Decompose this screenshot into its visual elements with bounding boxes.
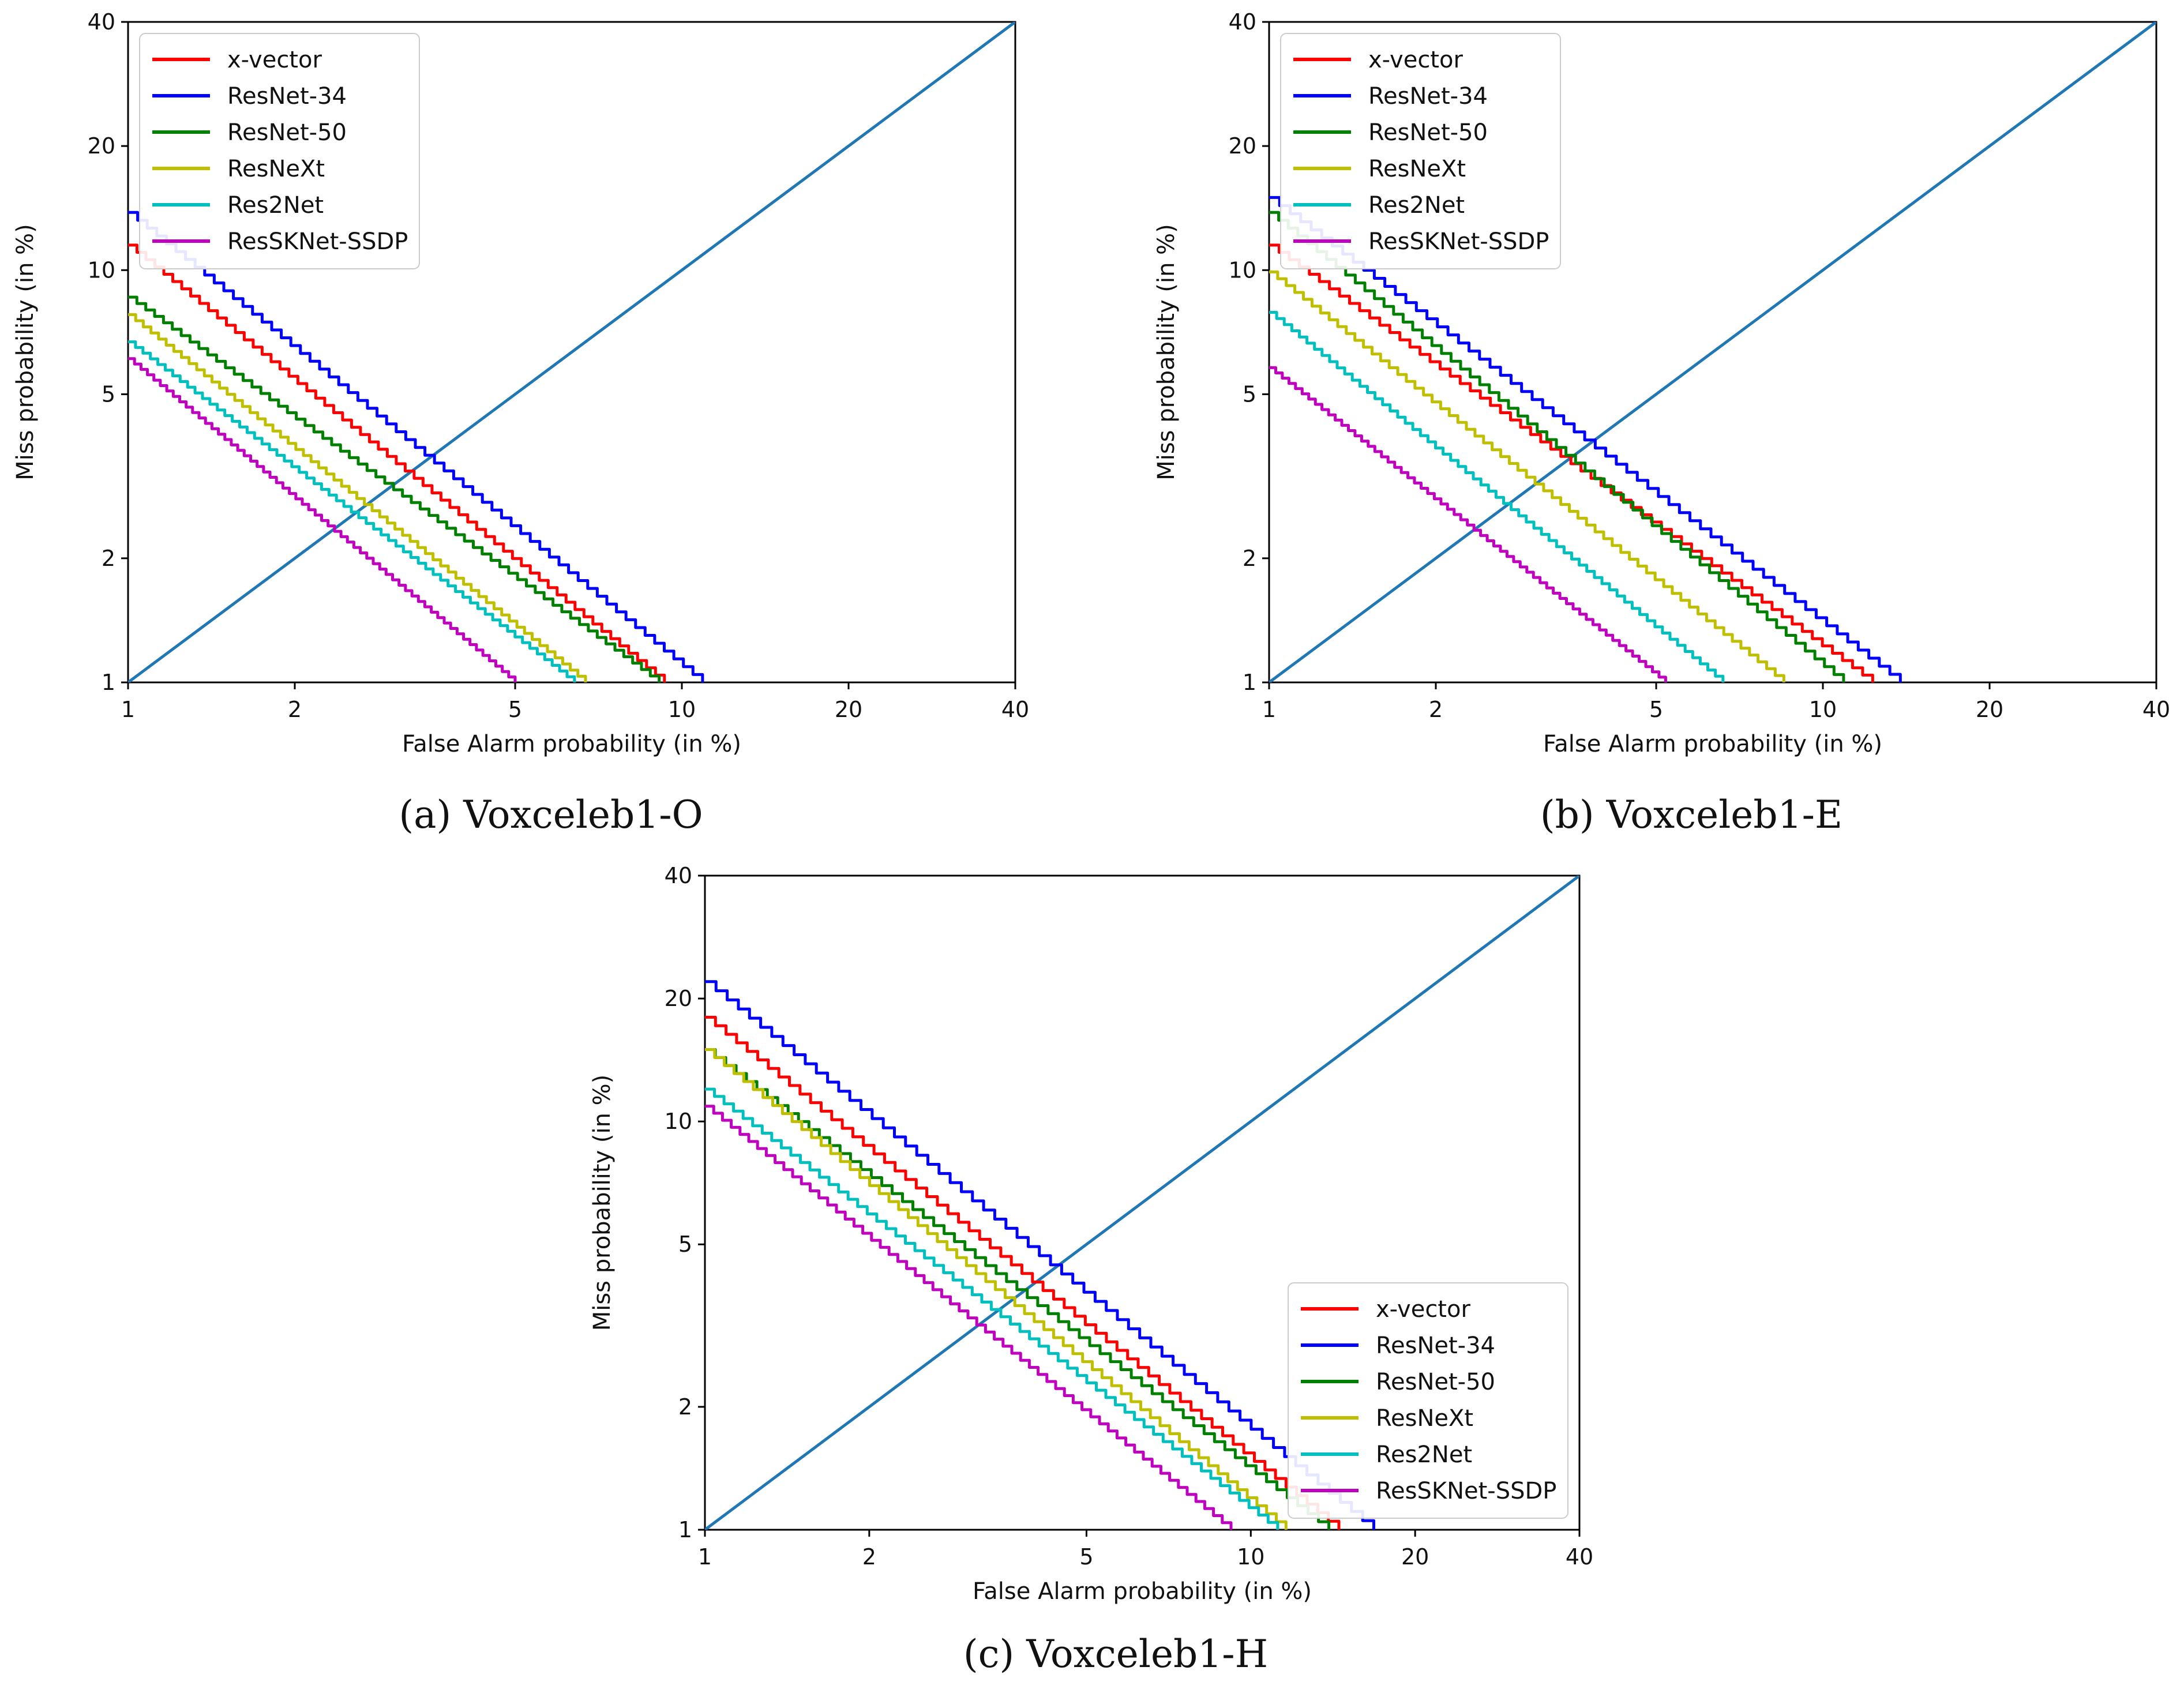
x-tick-label: 1 — [121, 697, 135, 722]
x-tick-label: 10 — [1809, 697, 1837, 722]
x-tick-label: 5 — [1649, 697, 1663, 722]
caption-c: (c) Voxceleb1-H — [963, 1632, 1268, 1676]
plot-frame — [127, 21, 1016, 684]
series-line-resnext — [705, 1048, 1288, 1530]
series-line-resnet-34 — [128, 211, 704, 682]
y-tick-label: 1 — [678, 1517, 692, 1542]
plot-area — [705, 876, 1579, 1530]
legend-box — [1288, 1282, 1568, 1519]
x-axis-label: False Alarm probability (in %) — [973, 1578, 1312, 1605]
y-tick-label: 20 — [1229, 133, 1256, 159]
legend: x-vector ResNet-34 ResNet-50 ResNeXt Res2Net… — [139, 33, 420, 269]
y-tick-label: 2 — [678, 1394, 692, 1420]
legend-label-res2net: Res2Net — [1376, 1442, 1472, 1468]
x-tick-label: 1 — [1262, 697, 1276, 722]
series-line-resnet-50 — [1269, 211, 1845, 682]
series-line-res2net — [705, 1087, 1279, 1530]
y-tick-label: 20 — [665, 986, 692, 1011]
series-line-x-vector — [1269, 243, 1874, 682]
legend-label-resnext: ResNeXt — [1368, 156, 1466, 182]
legend-label-resnet-50: ResNet-50 — [1368, 119, 1488, 146]
series-line-ressknet-ssdp — [705, 1105, 1233, 1530]
x-tick-label: 20 — [1976, 697, 2003, 722]
y-tick-label: 5 — [102, 381, 115, 407]
chart-panel-a: 1 2 5 10 20 40 1 2 5 10 20 40 False Alarm probabilit… — [12, 9, 1029, 757]
x-tick-label: 1 — [698, 1544, 712, 1570]
y-tick-label: 1 — [102, 670, 115, 695]
y-tick-label: 1 — [1243, 670, 1256, 695]
y-tick-label: 5 — [1243, 381, 1256, 407]
legend-label-x-vector: x-vector — [1368, 47, 1463, 73]
plot-frame — [1268, 21, 2157, 684]
y-tick-label: 2 — [102, 546, 115, 571]
x-tick-label: 2 — [288, 697, 302, 722]
y-tick-label: 40 — [665, 863, 692, 888]
eer-diagonal-line — [1269, 22, 2156, 682]
legend-label-ressknet-ssdp: ResSKNet-SSDP — [1368, 228, 1549, 255]
legend-label-ressknet-ssdp: ResSKNet-SSDP — [1376, 1478, 1556, 1504]
eer-diagonal-line — [128, 22, 1015, 682]
legend-label-resnext: ResNeXt — [227, 156, 325, 182]
y-tick-label: 10 — [665, 1109, 692, 1134]
x-tick-label: 40 — [1001, 697, 1029, 722]
y-tick-label: 2 — [1243, 546, 1256, 571]
eer-diagonal-line — [705, 876, 1579, 1530]
x-axis-label: False Alarm probability (in %) — [402, 731, 741, 757]
plot-area — [128, 22, 1015, 682]
x-tick-label: 2 — [1429, 697, 1443, 722]
legend-label-res2net: Res2Net — [1368, 192, 1465, 219]
x-tick-label: 20 — [1401, 1544, 1429, 1570]
legend-box — [1280, 33, 1561, 269]
x-tick-label: 40 — [1566, 1544, 1593, 1570]
series-line-res2net — [1269, 311, 1725, 682]
legend-box — [139, 33, 420, 269]
y-tick-label: 40 — [88, 9, 115, 35]
legend-label-resnet-34: ResNet-34 — [1368, 83, 1488, 110]
legend-label-resnet-34: ResNet-34 — [227, 83, 347, 110]
x-tick-label: 5 — [1079, 1544, 1093, 1570]
legend-label-resnet-50: ResNet-50 — [227, 119, 347, 146]
series-line-x-vector — [705, 1016, 1341, 1530]
series-line-ressknet-ssdp — [1269, 366, 1667, 682]
y-axis-label: Miss probability (in %) — [589, 1075, 616, 1331]
legend-label-x-vector: x-vector — [1376, 1296, 1470, 1323]
legend: x-vector ResNet-34 ResNet-50 ResNeXt Res2Net… — [1280, 33, 1561, 269]
x-tick-label: 40 — [2142, 697, 2170, 722]
y-tick-label: 10 — [1229, 257, 1256, 283]
plot-frame — [704, 874, 1581, 1531]
x-tick-label: 10 — [668, 697, 696, 722]
legend-label-x-vector: x-vector — [227, 47, 322, 73]
y-tick-label: 5 — [678, 1232, 692, 1257]
legend-label-ressknet-ssdp: ResSKNet-SSDP — [227, 228, 408, 255]
caption-b: (b) Voxceleb1-E — [1540, 793, 1842, 837]
series-line-resnet-50 — [128, 295, 661, 682]
caption-a: (a) Voxceleb1-O — [399, 793, 703, 837]
plot-area — [1269, 22, 2156, 682]
series-line-res2net — [128, 340, 576, 682]
y-tick-label: 20 — [88, 133, 115, 159]
y-axis-label: Miss probability (in %) — [12, 224, 39, 481]
series-line-x-vector — [128, 243, 666, 682]
series-line-ressknet-ssdp — [128, 357, 517, 682]
x-tick-label: 5 — [508, 697, 522, 722]
x-tick-label: 10 — [1237, 1544, 1264, 1570]
legend-label-res2net: Res2Net — [227, 192, 324, 219]
legend-label-resnet-50: ResNet-50 — [1376, 1369, 1495, 1395]
series-line-resnet-34 — [705, 980, 1375, 1530]
chart-panel-c: 1 2 5 10 20 40 1 2 5 10 20 40 False Alarm probabilit… — [589, 863, 1593, 1605]
x-tick-label: 2 — [862, 1544, 876, 1570]
chart-panel-b: 1 2 5 10 20 40 1 2 5 10 20 40 False Alarm probabilit… — [1153, 9, 2170, 757]
legend: x-vector ResNet-34 ResNet-50 ResNeXt Res2Net… — [1288, 1282, 1568, 1519]
y-tick-label: 10 — [88, 257, 115, 283]
x-tick-label: 20 — [835, 697, 862, 722]
series-line-resnet-34 — [1269, 196, 1902, 682]
series-line-resnext — [128, 313, 587, 682]
series-line-resnext — [1269, 270, 1785, 682]
legend-label-resnet-34: ResNet-34 — [1376, 1332, 1495, 1359]
x-axis-label: False Alarm probability (in %) — [1543, 731, 1882, 757]
legend-label-resnext: ResNeXt — [1376, 1405, 1473, 1432]
y-tick-label: 40 — [1229, 9, 1256, 35]
y-axis-label: Miss probability (in %) — [1153, 224, 1180, 481]
